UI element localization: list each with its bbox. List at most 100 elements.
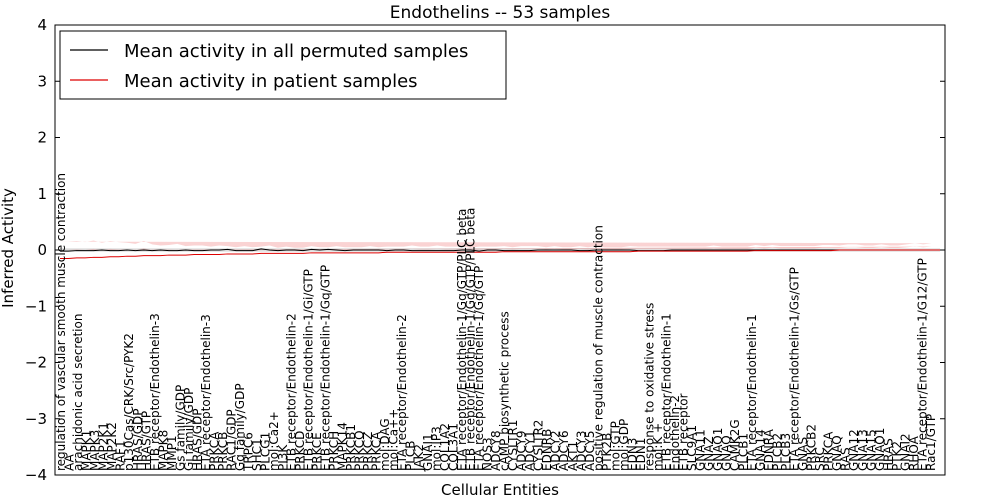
- y-tick-label: 2: [37, 129, 47, 147]
- entity-label: p130Cas/CRK/Src/PYK2: [122, 333, 136, 471]
- entity-label: TRPC6: [242, 432, 256, 472]
- entity-label: ADCY6: [557, 430, 571, 471]
- entity-label: mol:GDP: [617, 419, 631, 471]
- entity-label: GNAQ: [719, 435, 733, 471]
- entity-label: MMP1: [165, 435, 179, 471]
- legend: Mean activity in all permuted samples Me…: [59, 30, 507, 100]
- entity-label: ETB receptor/Endothelin-2: [284, 313, 298, 471]
- entity-label: GNAO1: [711, 428, 725, 471]
- entity-label: response to oxidative stress: [643, 303, 657, 471]
- entity-label: PLCB1: [736, 433, 750, 471]
- entity-label: MAPK1: [80, 430, 94, 471]
- entity-label: PLCG1: [259, 432, 273, 471]
- y-tick-label: 1: [37, 185, 47, 203]
- entity-label: ETB receptor/Endothelin-1/Gq/GTP: [318, 265, 332, 471]
- entity-label: arachidonic acid secretion: [71, 314, 85, 471]
- entity-label: PRKCE: [310, 432, 324, 471]
- entity-label: HRAS/GDP: [131, 408, 145, 471]
- entity-label: PRKCA: [822, 431, 836, 471]
- entity-label: SLC9A1: [685, 425, 699, 471]
- entity-label: AKT1: [566, 441, 580, 471]
- legend-patient-label: Mean activity in patient samples: [124, 71, 418, 92]
- entity-label: RHOA: [907, 435, 921, 471]
- entity-label: ETA receptor/Endothelin-1/G12/GTP: [915, 258, 929, 471]
- entity-label: SHC1: [250, 438, 264, 471]
- entity-label: GNAQ: [830, 435, 844, 471]
- entity-label: EDN3: [625, 438, 639, 471]
- entity-label: PRKCZ: [361, 432, 375, 471]
- entity-label: RAC1/GDP: [225, 409, 239, 471]
- entity-label: PRKCD: [293, 431, 307, 471]
- entity-label: PRKCA: [208, 431, 222, 471]
- entity-label: ETA receptor/Endothelin-1/Gs/GTP: [788, 267, 802, 471]
- entity-label: regulation of vascular smooth muscle con…: [54, 173, 68, 471]
- entity-label: MAPK3: [88, 430, 102, 471]
- y-axis: −4 −3 −2 −1 0 1 2 3 4: [25, 16, 945, 484]
- entity-label: ADCY5: [583, 430, 597, 471]
- entity-label: GNA13: [856, 429, 870, 471]
- entity-label: mol:K +: [651, 423, 665, 471]
- permuted-mean-line: [60, 248, 932, 252]
- x-axis-label: Cellular Entities: [441, 481, 559, 499]
- entity-label: HRAS/GDP: [190, 408, 204, 471]
- entity-label: Endothelin-2: [668, 395, 682, 471]
- entity-label: ETA receptor/Endothelin-1/Gq/GTP/PLC bet…: [455, 209, 469, 471]
- entity-label: GNAI2: [898, 433, 912, 471]
- entity-label: PRKCA: [370, 431, 384, 471]
- entity-label: PLCB: [404, 440, 418, 471]
- entity-label: ETA receptor/Endothelin-1/Gq/GTP: [472, 266, 486, 471]
- entity-label: RAF1: [114, 440, 128, 471]
- entity-label: PRKCQ: [353, 430, 367, 471]
- entity-label: GNA15: [864, 429, 878, 471]
- plot-area: regulation of vascular smooth muscle con…: [54, 173, 940, 472]
- legend-box: [59, 30, 507, 100]
- entity-label: COL1A2: [438, 423, 452, 471]
- entity-label: mol:GTP: [608, 421, 622, 471]
- entity-label: GNAZ: [702, 436, 716, 471]
- entity-label: PRKCB1: [344, 424, 358, 471]
- entity-label: mol:Ca2+: [267, 411, 281, 471]
- entity-label: ETB receptor/Endothelin-1/Gi/GTP: [301, 269, 315, 471]
- patient-mean-line: [60, 249, 940, 259]
- entity-label: SRC: [813, 447, 827, 471]
- entity-label: ETA receptor/Endothelin-3: [199, 314, 213, 471]
- y-axis-label: Inferred Activity: [0, 188, 17, 308]
- y-tick-label: −3: [25, 410, 47, 428]
- entity-label: ADCY1: [523, 430, 537, 471]
- entity-label: CYSLTR1: [506, 420, 520, 471]
- entity-label: ETB receptor/Endothelin-1: [660, 313, 674, 471]
- y-tick-label: −1: [25, 297, 47, 315]
- entity-label: ETA receptor/Endothelin-1: [745, 314, 759, 471]
- entity-label: GNAO1: [873, 428, 887, 471]
- entity-label: ADCY9: [515, 430, 529, 471]
- entity-label: MAPK8: [156, 430, 170, 471]
- entity-label: GNAI1: [421, 433, 435, 471]
- y-tick-label: 3: [37, 72, 47, 90]
- entity-label: mol:DAG: [378, 418, 392, 471]
- entity-label: PRKCB: [216, 432, 230, 471]
- entity-label: positive regulation of muscle contractio…: [591, 225, 605, 471]
- entity-label: MAP2K2: [105, 422, 119, 471]
- entity-label: PRKCB2: [805, 424, 819, 471]
- y-tick-label: 0: [37, 241, 47, 259]
- entity-label: PLCB3: [779, 433, 793, 471]
- entity-label: mol:Ca++: [387, 409, 401, 471]
- entity-label: AA: [63, 453, 77, 471]
- legend-permuted-label: Mean activity in all permuted samples: [124, 41, 468, 62]
- entity-label: ETB receptor/Endothelin-1/Gq/GTP/PLC bet…: [463, 208, 477, 471]
- entity-label: JAK2: [412, 444, 426, 472]
- y-tick-label: 4: [37, 16, 47, 34]
- entity-label: ADCY8: [489, 430, 503, 471]
- entity-label: ETB receptor/Endothelin-3: [148, 313, 162, 471]
- entity-label: GNAS: [796, 437, 810, 471]
- entity-label: PI3K: [276, 444, 290, 471]
- entity-label: ADCY3: [574, 430, 588, 471]
- entity-label: GNA14: [753, 429, 767, 471]
- entity-label: COL3A1: [446, 423, 460, 471]
- entity-label: NOS3: [480, 437, 494, 471]
- entity-label: cAMP biosynthetic process: [498, 311, 512, 471]
- entity-label: Gs family/GDP: [173, 385, 187, 471]
- entity-label: HRAS/GTP: [139, 411, 153, 471]
- chart-title: Endothelins -- 53 samples: [390, 3, 611, 23]
